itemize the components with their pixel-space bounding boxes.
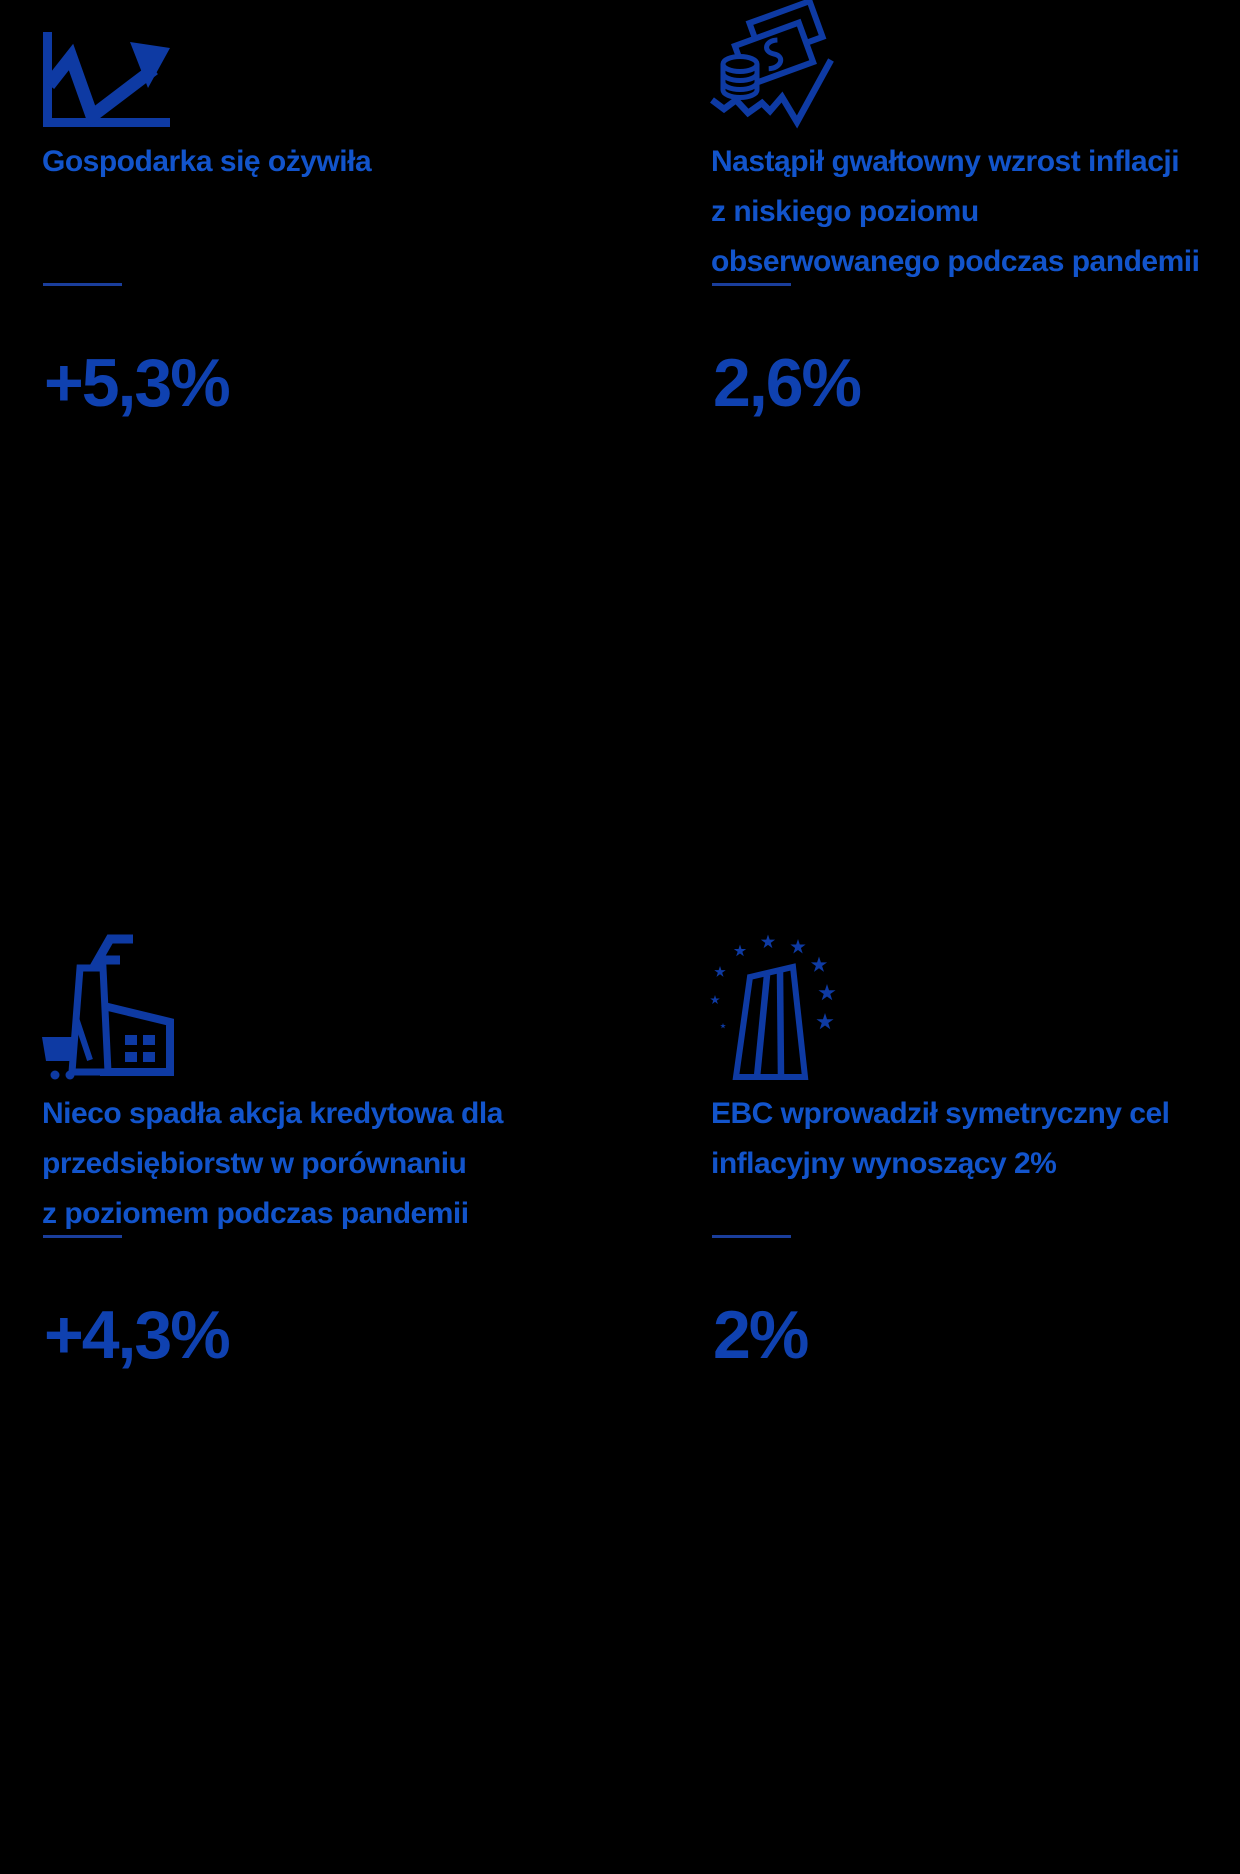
- card-title-line: z poziomem podczas pandemii: [42, 1197, 469, 1230]
- card-value: +5,3%: [44, 345, 231, 421]
- factory-cart-icon: [42, 930, 182, 1088]
- line-chart-up-icon: [42, 28, 172, 128]
- card-title-line: Nastąpił gwałtowny wzrost inflacji: [711, 145, 1180, 178]
- card-value: +4,3%: [44, 1297, 231, 1373]
- card-title-line: EBC wprowadził symetryczny cel: [711, 1097, 1170, 1130]
- card-title-line: inflacyjny wynoszący 2%: [711, 1147, 1057, 1180]
- divider: [712, 283, 791, 286]
- card-corporate-lending: Nieco spadła akcja kredytowa dla przedsi…: [42, 934, 662, 1874]
- banknotes-decline-icon: [702, 0, 842, 130]
- card-title: Gospodarka się ożywiła: [42, 137, 372, 187]
- card-ecb-inflation-target: EBC wprowadził symetryczny cel inflacyjn…: [710, 934, 1240, 1874]
- divider: [43, 283, 122, 286]
- card-title-line: obserwowanego podczas pandemii: [711, 245, 1200, 278]
- card-title: Nieco spadła akcja kredytowa dla przedsi…: [42, 1089, 503, 1239]
- card-title: EBC wprowadził symetryczny cel inflacyjn…: [711, 1089, 1170, 1189]
- card-economy-recovery: Gospodarka się ożywiła +5,3%: [42, 0, 662, 952]
- ecb-tower-stars-icon: [701, 930, 836, 1080]
- card-title-line: Gospodarka się ożywiła: [42, 145, 372, 178]
- card-inflation-rise: Nastąpił gwałtowny wzrost inflacji z nis…: [710, 0, 1240, 952]
- card-value: 2,6%: [713, 345, 862, 421]
- divider: [712, 1235, 791, 1238]
- card-title-line: Nieco spadła akcja kredytowa dla: [42, 1097, 503, 1130]
- divider: [43, 1235, 122, 1238]
- card-title-line: przedsiębiorstw w porównaniu: [42, 1147, 467, 1180]
- card-title-line: z niskiego poziomu: [711, 195, 979, 228]
- card-title: Nastąpił gwałtowny wzrost inflacji z nis…: [711, 137, 1200, 287]
- card-value: 2%: [713, 1297, 809, 1373]
